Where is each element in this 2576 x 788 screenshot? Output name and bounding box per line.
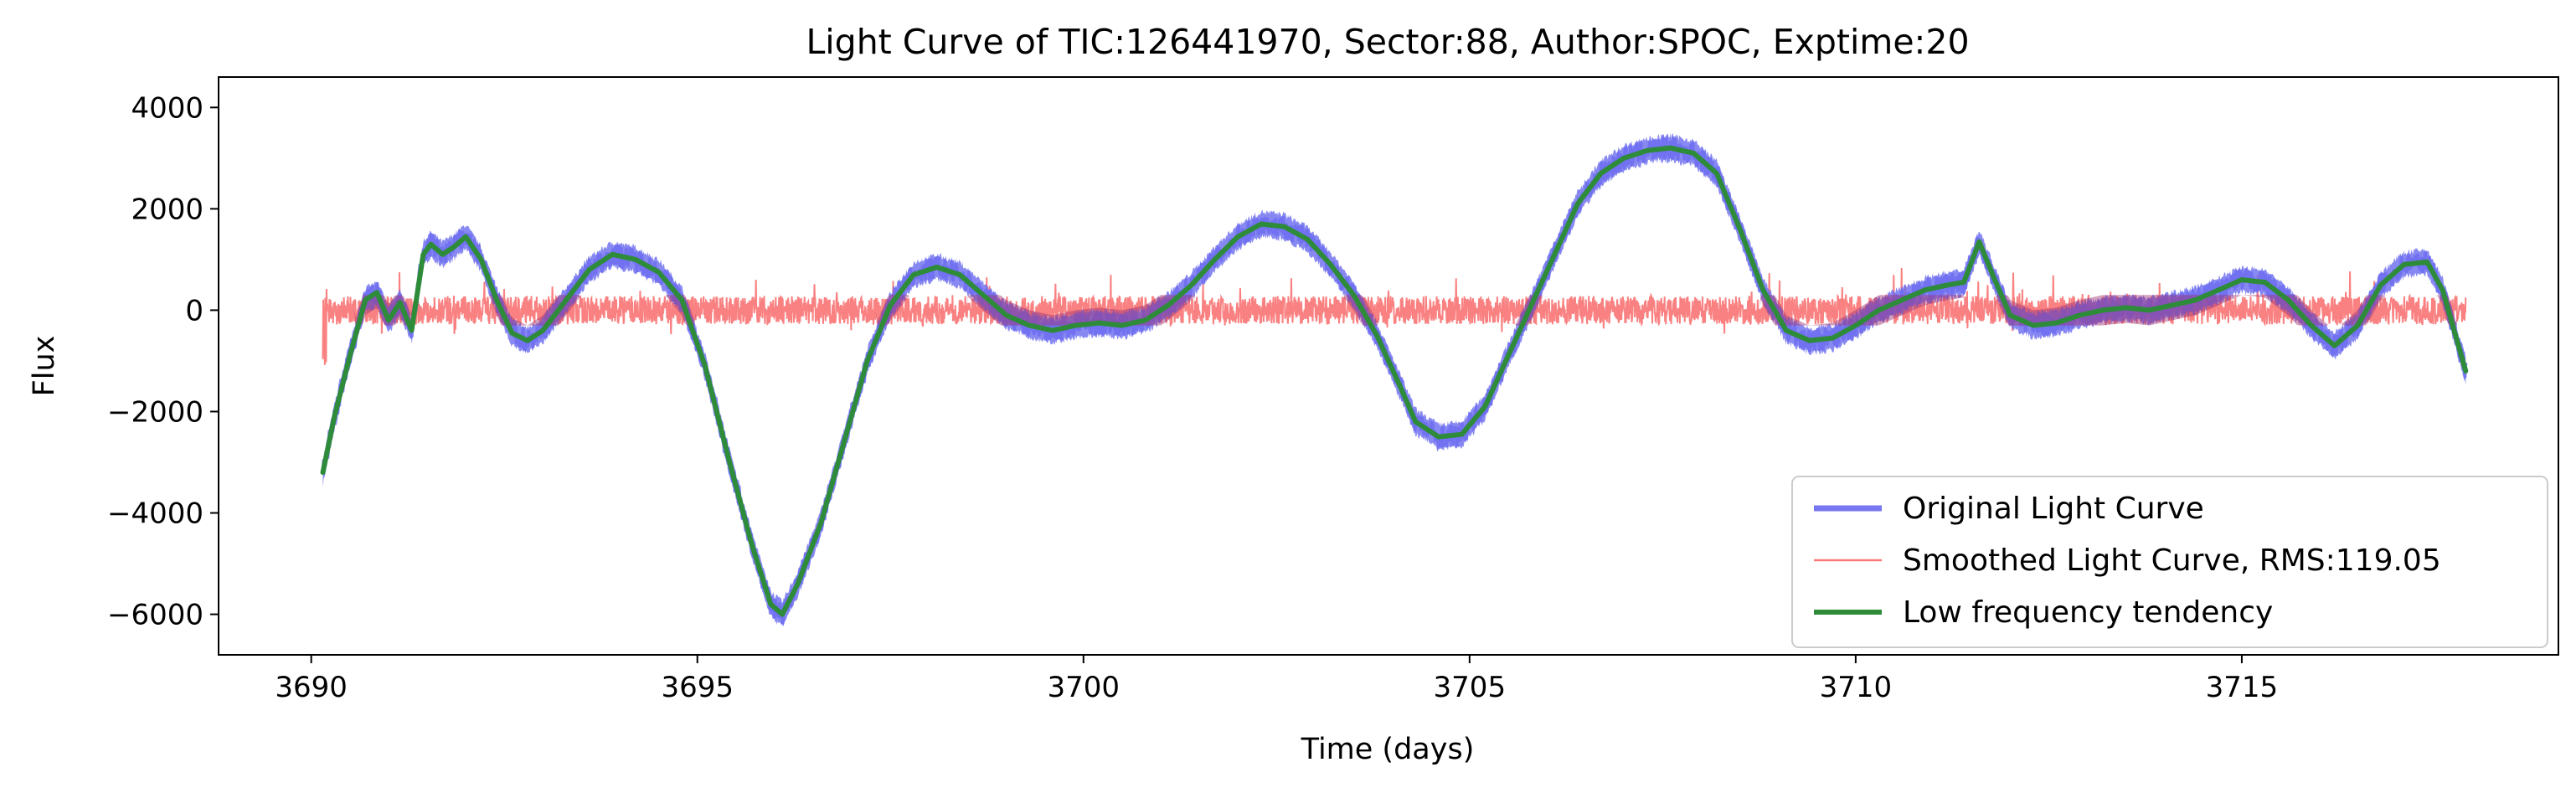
y-tick-label: 2000 [131, 193, 204, 226]
legend-label-tendency: Low frequency tendency [1903, 595, 2273, 630]
x-tick-label: 3715 [2206, 671, 2279, 704]
overlap-band [322, 295, 2466, 326]
x-tick-label: 3695 [661, 671, 734, 704]
tendency-series-line [320, 145, 2469, 617]
legend: Original Light Curve Smoothed Light Curv… [1791, 476, 2548, 648]
x-tick-label: 3690 [275, 671, 348, 704]
plot-frame [218, 76, 2559, 656]
x-tick-label: 3710 [1820, 671, 1893, 704]
y-axis-title: Flux [28, 336, 61, 397]
legend-box [1791, 476, 2548, 648]
y-tick-label: −4000 [107, 497, 204, 531]
plot-area [320, 133, 2469, 626]
x-tick-label: 3705 [1434, 671, 1507, 704]
legend-label-original: Original Light Curve [1903, 492, 2204, 526]
x-axis-title: Time (days) [1301, 733, 1475, 766]
x-axis: 3690 3695 3700 3705 3710 3715 [275, 655, 2278, 704]
y-tick-label: 0 [185, 294, 204, 327]
y-tick-label: 4000 [131, 91, 204, 125]
legend-label-smoothed: Smoothed Light Curve, RMS:119.05 [1903, 543, 2441, 578]
chart-title: Light Curve of TIC:126441970, Sector:88,… [806, 22, 1969, 62]
y-tick-label: −2000 [107, 395, 204, 429]
x-tick-label: 3700 [1048, 671, 1121, 704]
original-series-band [322, 133, 2466, 626]
y-axis: −6000 −4000 −2000 0 2000 4000 [107, 91, 219, 632]
y-tick-label: −6000 [107, 599, 204, 632]
